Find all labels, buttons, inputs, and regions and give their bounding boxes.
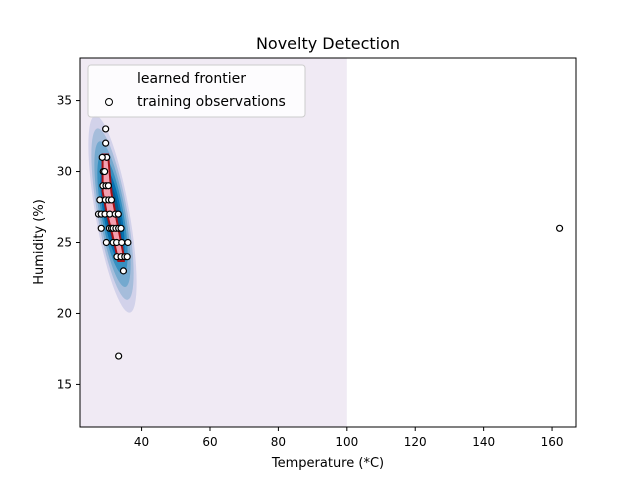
observation-point <box>101 167 109 176</box>
observation-point <box>124 238 132 247</box>
observation-point <box>107 196 116 204</box>
observation-point <box>98 153 106 161</box>
observation-point <box>123 253 131 261</box>
observation-point <box>119 267 128 275</box>
observation-point <box>104 182 112 190</box>
y-axis-ticks: 15 20 25 30 35 <box>57 94 80 391</box>
x-tick-label: 120 <box>404 435 427 449</box>
y-tick-label: 15 <box>57 377 72 391</box>
x-axis-ticks: 40 60 80 100 120 140 160 <box>134 427 564 449</box>
plot-area <box>80 58 564 427</box>
x-tick-label: 100 <box>335 435 358 449</box>
legend: learned frontier training observations <box>87 64 306 118</box>
observation-point <box>102 139 110 147</box>
x-tick-label: 40 <box>134 435 149 449</box>
observation-point <box>117 224 125 232</box>
x-axis-label: Temperature (*C) <box>271 456 384 471</box>
observation-point <box>97 224 105 232</box>
legend-label-frontier: learned frontier <box>137 71 246 87</box>
legend-label-observations: training observations <box>137 94 286 110</box>
x-tick-label: 60 <box>202 435 217 449</box>
y-tick-label: 30 <box>57 165 72 179</box>
x-tick-label: 140 <box>472 435 495 449</box>
x-tick-label: 160 <box>541 435 564 449</box>
y-axis-label: Humidity (%) <box>32 199 47 285</box>
observation-point <box>555 224 564 232</box>
training-observations <box>94 125 564 360</box>
y-tick-label: 20 <box>57 306 72 320</box>
observation-point <box>118 238 126 247</box>
observation-point <box>115 352 123 360</box>
observation-point <box>102 125 110 133</box>
legend-observation-marker <box>105 98 113 106</box>
observation-point <box>102 238 110 247</box>
learned-frontier-contour <box>101 153 125 262</box>
y-tick-label: 35 <box>57 94 72 108</box>
observation-point <box>114 210 122 218</box>
y-tick-label: 25 <box>57 236 72 250</box>
x-tick-label: 80 <box>271 435 286 449</box>
chart-title: Novelty Detection <box>256 34 400 53</box>
legend-box <box>87 64 306 118</box>
